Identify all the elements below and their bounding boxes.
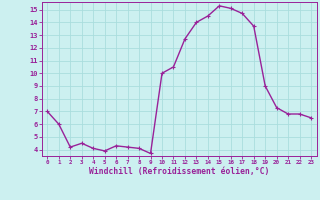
X-axis label: Windchill (Refroidissement éolien,°C): Windchill (Refroidissement éolien,°C): [89, 167, 269, 176]
